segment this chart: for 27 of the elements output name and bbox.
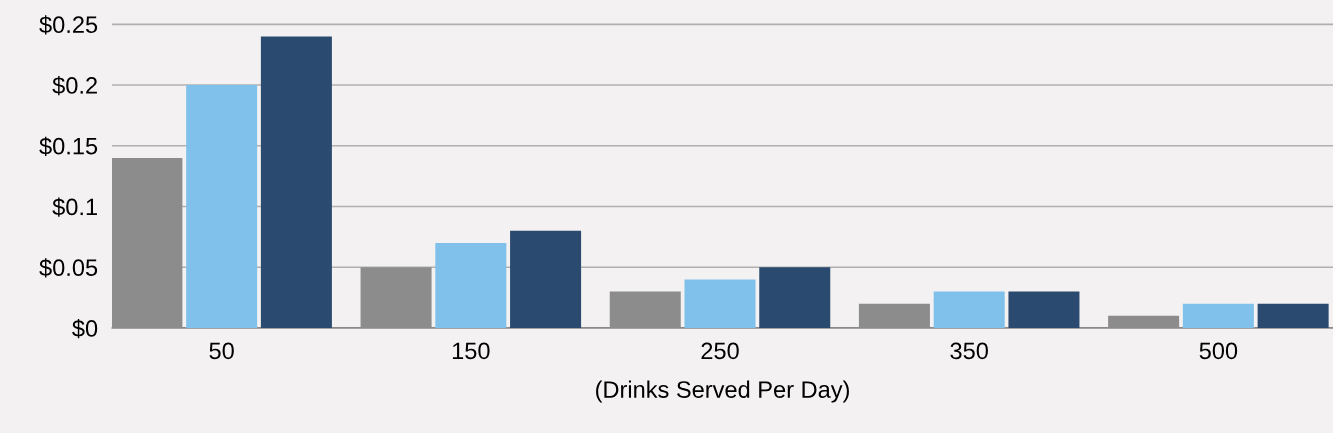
bar xyxy=(360,267,432,328)
y-tick-label: $0.2 xyxy=(52,76,97,96)
bar xyxy=(1108,315,1180,328)
bar xyxy=(510,230,582,328)
bar xyxy=(435,242,507,328)
y-tick-label: $0 xyxy=(72,319,98,339)
bar xyxy=(1182,303,1254,328)
bar xyxy=(858,303,930,328)
y-tick-label: $0.25 xyxy=(39,15,98,35)
y-tick-label: $0.05 xyxy=(39,258,98,278)
bar xyxy=(684,279,756,328)
bar xyxy=(260,36,332,328)
bar xyxy=(759,267,831,328)
y-tick-label: $0.15 xyxy=(39,136,98,156)
bar xyxy=(933,291,1005,328)
x-tick-label: 50 xyxy=(209,342,234,360)
bar xyxy=(1257,303,1329,328)
x-axis-title: (Drinks Served Per Day) xyxy=(596,380,849,403)
x-tick-label: 150 xyxy=(452,342,490,360)
bar xyxy=(112,157,183,328)
x-tick-label: 350 xyxy=(950,342,988,360)
bar xyxy=(1008,291,1080,328)
y-tick-label: $0.1 xyxy=(52,197,97,217)
bar xyxy=(186,85,258,328)
x-tick-label: 250 xyxy=(701,342,739,360)
bar xyxy=(609,291,681,328)
x-tick-label: 500 xyxy=(1199,342,1238,360)
